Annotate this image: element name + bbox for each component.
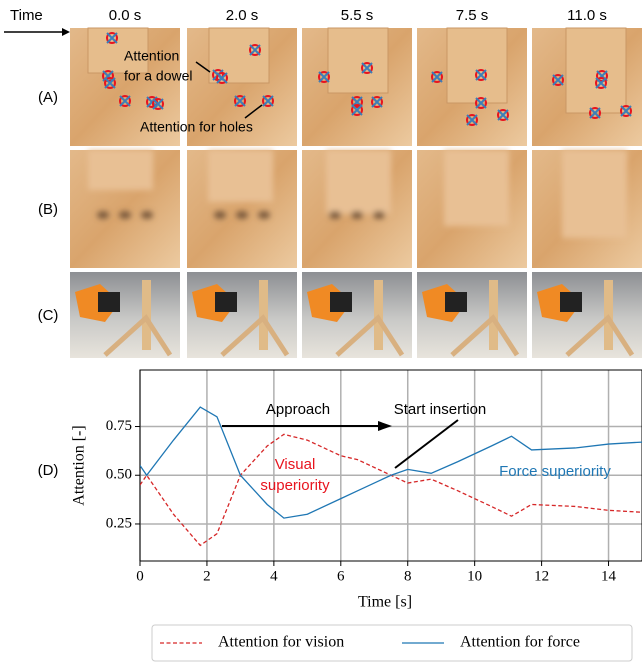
time-label: 0.0 s — [109, 7, 142, 24]
dowel-annotation: Attention — [124, 48, 179, 64]
photo-block — [447, 28, 507, 103]
approach-arrow-head — [378, 421, 392, 431]
line-series — [140, 434, 642, 545]
blur-hole — [329, 211, 341, 219]
x-tick-label: 10 — [467, 568, 482, 584]
blur-hole — [214, 211, 226, 219]
row-label: (B) — [38, 201, 58, 218]
robot-gripper — [445, 292, 467, 312]
blur-hole — [236, 211, 248, 219]
robot-gripper — [560, 292, 582, 312]
row-label: (C) — [38, 307, 59, 324]
y-tick-label: 0.50 — [106, 467, 132, 483]
row-label: (D) — [38, 462, 59, 479]
time-label: 5.5 s — [341, 7, 374, 24]
blur-hole — [141, 211, 153, 219]
x-tick-label: 14 — [601, 568, 617, 584]
x-tick-label: 0 — [136, 568, 144, 584]
blur-hole — [119, 211, 131, 219]
blur-hole — [258, 211, 270, 219]
figure: Time Attention for a dowel Attention for h… — [0, 0, 642, 667]
row-label: (A) — [38, 89, 58, 106]
legend-label: Attention for force — [460, 634, 580, 651]
holes-annotation: Attention for holes — [140, 119, 253, 135]
photo-blur-content — [562, 150, 627, 238]
photo-block — [566, 28, 626, 113]
time-label: 2.0 s — [226, 7, 259, 24]
photo-blur-content — [444, 150, 509, 226]
x-tick-label: 8 — [404, 568, 412, 584]
x-tick-label: 4 — [270, 568, 278, 584]
robot-gripper — [330, 292, 352, 312]
annotation: superiority — [260, 477, 330, 494]
time-label: 7.5 s — [456, 7, 489, 24]
robot-gripper — [215, 292, 237, 312]
robot-gripper — [98, 292, 120, 312]
time-label: Time — [10, 7, 43, 24]
annotation: Start insertion — [394, 401, 487, 418]
annotation: Approach — [266, 401, 330, 418]
y-tick-label: 0.75 — [106, 418, 132, 434]
blur-block — [562, 150, 627, 238]
annotation: Visual — [275, 456, 316, 473]
annotation: Force superiority — [499, 463, 611, 480]
blur-block — [88, 150, 153, 190]
photo-blur-content — [326, 150, 391, 219]
blur-block — [326, 150, 391, 214]
y-axis-label: Attention [-] — [71, 425, 88, 505]
blur-hole — [373, 211, 385, 219]
blur-block — [444, 150, 509, 226]
x-tick-label: 12 — [534, 568, 549, 584]
legend-label: Attention for vision — [218, 634, 344, 651]
blur-hole — [97, 211, 109, 219]
blur-block — [208, 150, 273, 202]
x-axis-label: Time [s] — [358, 594, 412, 611]
y-tick-label: 0.25 — [106, 515, 132, 531]
dowel-annotation: for a dowel — [124, 68, 192, 84]
photo-block — [328, 28, 388, 93]
time-arrow-head — [62, 28, 70, 36]
x-tick-label: 6 — [337, 568, 345, 584]
time-label: 11.0 s — [567, 7, 607, 24]
x-tick-label: 2 — [203, 568, 211, 584]
blur-hole — [351, 211, 363, 219]
